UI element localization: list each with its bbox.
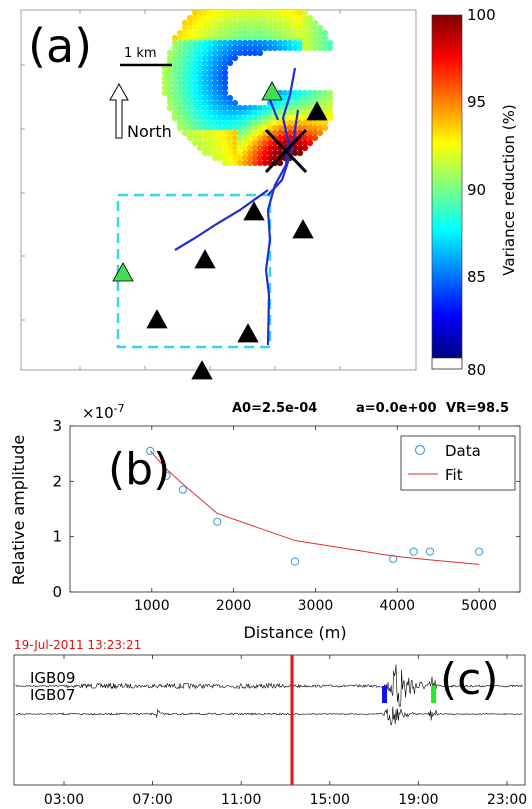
plot-b-xtick: 3000 (298, 598, 334, 614)
fit-param-vr: VR=98.5 (446, 401, 509, 416)
station-black-2 (243, 201, 265, 221)
fit-param-a0: A0=2.5e-04 (232, 401, 317, 416)
trace-igb09 (15, 664, 523, 708)
panel-a: 1 km North (a) (20, 9, 417, 380)
panel-b: ×10-7 A0=2.5e-04 a=0.0e+00 VR=98.5 1000 2… (9, 401, 521, 642)
colorbar-tick-95: 95 (467, 93, 486, 111)
plot-b-ytick: 1 (52, 528, 62, 546)
scale-bar-label: 1 km (124, 46, 157, 61)
plot-b-xtick: 5000 (461, 598, 497, 614)
station-black-4 (194, 249, 216, 269)
scale-bar: 1 km (120, 46, 172, 67)
trace-igb07 (15, 706, 523, 726)
time-axis: 03:00 07:00 11:00 15:00 19:00 23:00 (44, 655, 527, 808)
plot-b-xtick: 4000 (379, 598, 415, 614)
seismogram-traces (15, 664, 523, 726)
time-tick-label: 19:00 (398, 792, 438, 808)
legend-b: Data Fit (400, 435, 516, 491)
panel-b-label: (b) (108, 444, 170, 495)
plot-b-ytick: 0 (52, 583, 62, 601)
pick-marker-green (431, 686, 436, 703)
data-point (389, 554, 398, 563)
time-tick-label: 03:00 (44, 792, 84, 808)
data-point (290, 557, 300, 566)
station-black-3 (292, 219, 314, 239)
legend-fit-label: Fit (445, 466, 463, 484)
colorbar-tick-85: 85 (467, 268, 486, 286)
time-tick-label: 07:00 (132, 792, 172, 808)
fault-lines (174, 67, 300, 346)
colorbar-label: Variance reduction (%) (500, 104, 518, 275)
time-tick-label: 11:00 (221, 792, 261, 808)
panel-b-exponent: ×10-7 (82, 402, 125, 422)
station-black-5 (146, 309, 168, 329)
plot-b-ytick: 3 (52, 417, 62, 435)
trace-label-igb09: IGB09 (30, 669, 75, 687)
plot-b-ytick: 2 (52, 472, 62, 490)
station-black-6 (237, 323, 259, 343)
data-point (146, 446, 155, 456)
plot-b-xtick: 2000 (216, 598, 252, 614)
north-label: North (127, 122, 172, 141)
data-point (162, 471, 171, 480)
plot-b-content: 1000 2000 3000 4000 5000 0 1 2 3 (52, 417, 520, 614)
colorbar: 100 95 90 85 80 Variance reduction (%) (431, 6, 518, 379)
colorbar-tick-80: 80 (467, 361, 486, 379)
data-point (178, 485, 188, 494)
plot-b-xtick: 1000 (134, 598, 170, 614)
plot-b-xlabel: Distance (m) (243, 623, 346, 642)
data-point (409, 547, 418, 556)
event-location-cross (264, 128, 308, 174)
colorbar-gradient (432, 15, 462, 358)
data-point (213, 517, 222, 526)
station-black-7 (191, 360, 213, 380)
panel-a-label: (a) (28, 19, 92, 73)
stations (112, 81, 328, 380)
legend-data-marker (414, 444, 426, 456)
station-green-2 (112, 262, 134, 282)
event-timestamp: 19-Jul-2011 13:23:21 (14, 638, 141, 652)
study-area-box (116, 193, 272, 349)
colorbar-tick-100: 100 (467, 6, 496, 24)
legend-data-label: Data (445, 442, 481, 460)
data-point (474, 547, 484, 556)
plot-b-ylabel: Relative amplitude (9, 435, 28, 585)
panel-c: 19-Jul-2011 13:23:21 IGB09 IGB07 (c) 03:… (13, 638, 527, 808)
pick-marker-blue (382, 686, 387, 703)
colorbar-tick-90: 90 (467, 181, 486, 199)
plot-c-frame (13, 654, 526, 786)
station-black-1 (306, 101, 328, 121)
fit-line (149, 450, 480, 565)
time-tick-label: 15:00 (310, 792, 350, 808)
station-green-1 (261, 81, 283, 101)
panel-c-label: (c) (440, 654, 499, 705)
data-point (425, 547, 435, 556)
fit-param-a: a=0.0e+00 (356, 401, 437, 416)
trace-label-igb07: IGB07 (30, 686, 75, 704)
north-arrow: North (109, 82, 172, 141)
time-tick-label: 23:00 (487, 792, 527, 808)
variance-heatmap (161, 10, 334, 167)
